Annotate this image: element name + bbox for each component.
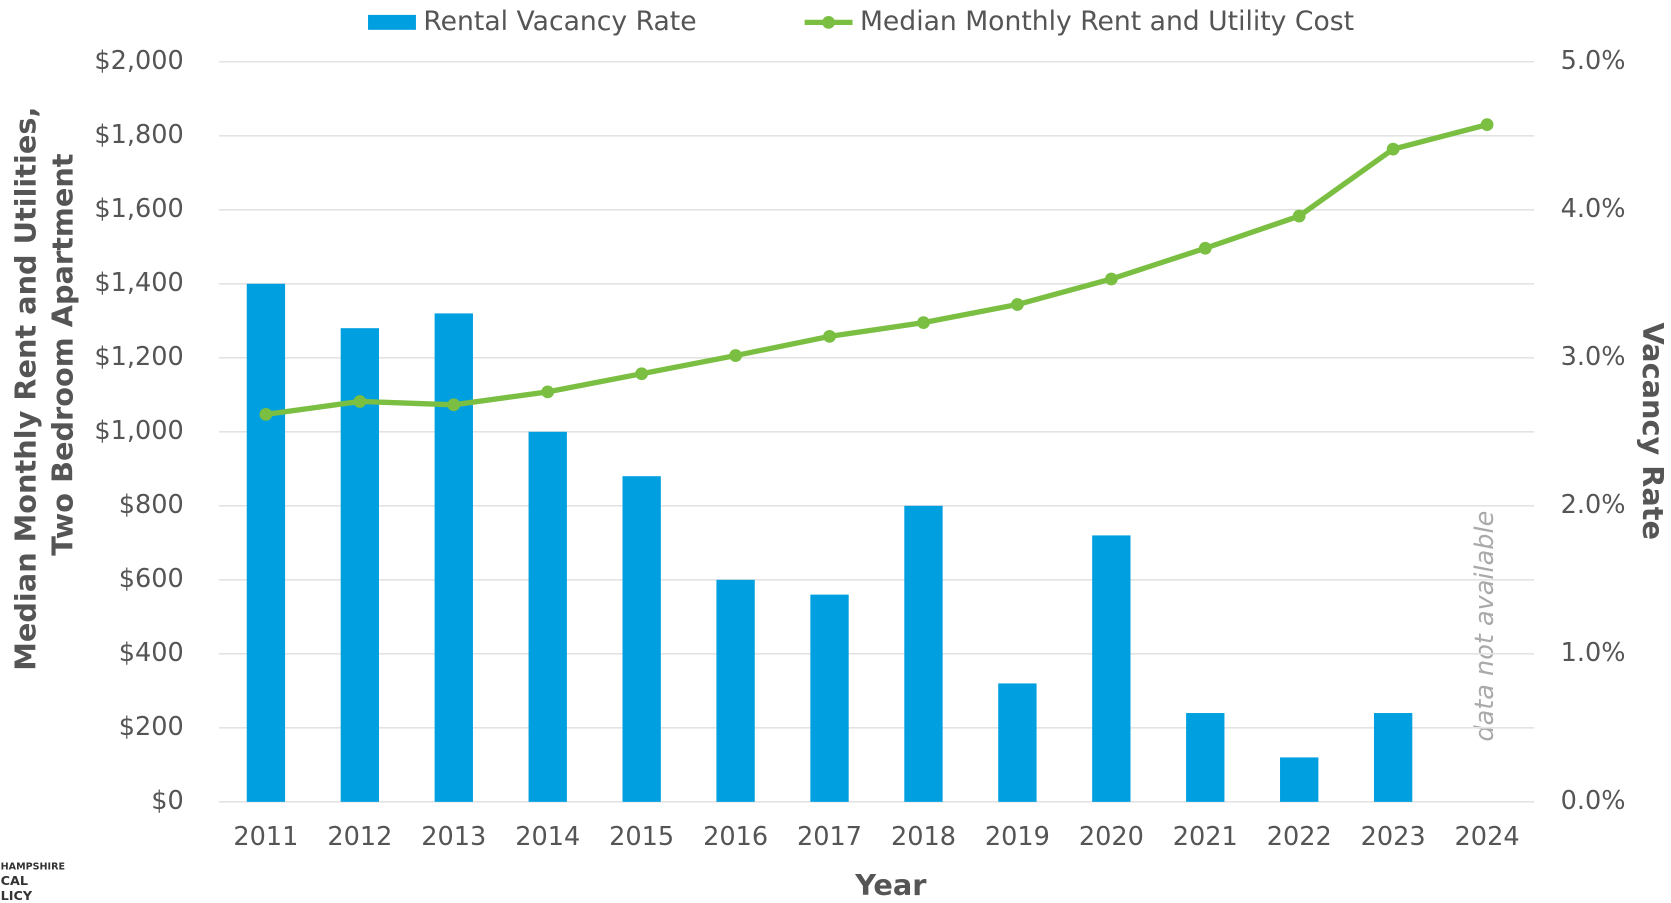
point bbox=[1198, 241, 1212, 255]
x-tick-label: 2022 bbox=[1267, 822, 1332, 852]
x-tick-label: 2015 bbox=[609, 822, 674, 852]
y2-tick-label: 4.0% bbox=[1561, 194, 1626, 224]
x-tick-label: 2023 bbox=[1361, 822, 1426, 852]
point bbox=[823, 329, 836, 343]
point bbox=[1104, 272, 1118, 286]
x-tick-label: 2019 bbox=[985, 822, 1050, 852]
point bbox=[729, 349, 742, 362]
bar bbox=[1092, 535, 1131, 802]
x-tick-label: 2011 bbox=[233, 822, 298, 852]
x-tick-label: 2024 bbox=[1455, 822, 1520, 852]
logo-text: CAL bbox=[1, 874, 28, 889]
legend-label: Median Monthly Rent and Utility Cost bbox=[860, 6, 1354, 37]
y-axis-title: Median Monthly Rent and Utilities, bbox=[8, 107, 42, 671]
bar bbox=[528, 431, 567, 802]
x-tick-label: 2021 bbox=[1173, 822, 1238, 852]
y2-tick-label: 1.0% bbox=[1561, 638, 1626, 668]
point bbox=[541, 385, 555, 399]
bar bbox=[246, 283, 286, 802]
logo-text: LICY bbox=[1, 889, 33, 903]
point bbox=[353, 395, 367, 408]
y2-tick-label: 5.0% bbox=[1561, 46, 1626, 76]
y-tick-label: $1,600 bbox=[94, 194, 183, 224]
bar bbox=[810, 594, 849, 802]
legend-label: Rental Vacancy Rate bbox=[423, 6, 696, 37]
legend-swatch bbox=[822, 15, 835, 29]
y-tick-label: $800 bbox=[119, 490, 184, 520]
y-tick-label: $400 bbox=[119, 638, 184, 668]
bar bbox=[904, 505, 943, 802]
point bbox=[635, 367, 649, 381]
point bbox=[1292, 209, 1306, 223]
y-tick-label: $1,800 bbox=[94, 120, 183, 150]
line bbox=[265, 122, 1488, 418]
x-tick-label: 2016 bbox=[703, 822, 768, 852]
point bbox=[1480, 118, 1494, 132]
x-tick-label: 2012 bbox=[327, 822, 392, 852]
y-tick-label: $1,400 bbox=[94, 268, 183, 298]
point bbox=[447, 398, 461, 412]
point bbox=[1011, 298, 1024, 311]
y2-tick-label: 0.0% bbox=[1561, 786, 1626, 816]
point bbox=[259, 408, 273, 421]
y-tick-label: $0 bbox=[151, 786, 184, 816]
x-tick-label: 2018 bbox=[891, 822, 956, 852]
x-tick-label: 2014 bbox=[515, 822, 580, 852]
x-tick-label: 2013 bbox=[421, 822, 486, 852]
y2-axis-title: Vacancy Rate bbox=[1636, 322, 1670, 540]
bar bbox=[622, 476, 661, 802]
bar bbox=[716, 579, 755, 802]
point bbox=[917, 316, 930, 330]
y2-tick-label: 2.0% bbox=[1561, 490, 1626, 520]
annotation: data not available bbox=[1470, 511, 1500, 742]
x-tick-label: 2017 bbox=[797, 822, 862, 852]
y-tick-label: $200 bbox=[119, 712, 184, 742]
y-tick-label: $2,000 bbox=[94, 46, 183, 76]
logo-text: HAMPSHIRE bbox=[1, 861, 65, 872]
y-tick-label: $600 bbox=[119, 564, 184, 594]
y2-tick-label: 3.0% bbox=[1561, 342, 1626, 372]
x-axis-title: Year bbox=[854, 868, 927, 902]
bar bbox=[434, 313, 473, 802]
y-tick-label: $1,000 bbox=[94, 416, 183, 446]
bar bbox=[1186, 713, 1225, 802]
legend-swatch bbox=[368, 14, 416, 30]
x-tick-label: 2020 bbox=[1079, 822, 1144, 852]
bar bbox=[1373, 713, 1413, 802]
bar bbox=[1280, 757, 1319, 802]
point bbox=[1386, 142, 1400, 156]
y-tick-label: $1,200 bbox=[94, 342, 183, 372]
bar bbox=[998, 683, 1037, 802]
y-axis-title: Two Bedroom Apartment bbox=[46, 153, 80, 555]
